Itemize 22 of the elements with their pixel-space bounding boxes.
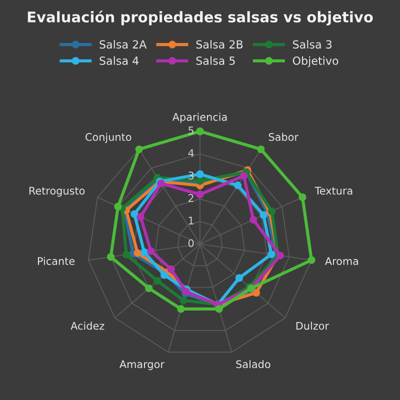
legend-label: Salsa 3	[293, 40, 332, 49]
spoke-label: Textura	[314, 186, 352, 195]
y-tick-label: 4	[188, 149, 194, 157]
legend-label: Salsa 2B	[196, 40, 243, 49]
spoke-label: Acidez	[70, 322, 104, 330]
spoke-label: Conjunto	[86, 132, 132, 143]
spoke-label: Picante	[38, 256, 75, 266]
spoke-label: Sabor	[268, 132, 298, 141]
legend-label: Salsa 5	[196, 56, 235, 65]
y-tick-label: 1	[188, 216, 194, 224]
y-tick-label: 0	[188, 239, 194, 248]
legend-label: Objetivo	[292, 56, 338, 68]
chart-title: Evaluación propiedades salsas vs objetivo	[28, 10, 373, 26]
legend-label: Salsa 4	[100, 56, 138, 65]
spoke-label: Dulzor	[296, 322, 330, 330]
spoke-label: Retrogusto	[29, 186, 85, 197]
spoke-label: Apariencia	[172, 112, 227, 123]
spoke-label: Salado	[236, 360, 270, 368]
spoke-label: Aroma	[324, 257, 358, 266]
spoke-label: Amargor	[120, 360, 164, 370]
legend-label: Salsa 2A	[100, 40, 147, 49]
y-tick-label: 2	[188, 194, 194, 202]
